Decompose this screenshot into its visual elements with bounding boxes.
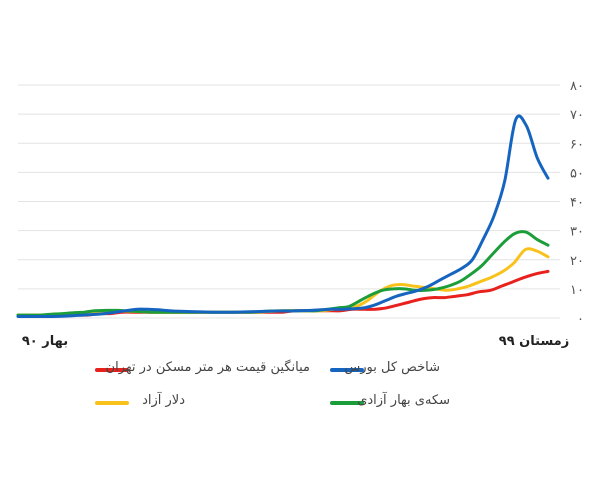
legend-swatch-housing (95, 368, 129, 372)
y-tick-label: ۷۰ (570, 108, 584, 123)
series-line-stock-index (16, 114, 550, 319)
y-tick-label: ۲۰ (570, 254, 584, 269)
x-tick-end: زمستان ۹۹ (499, 334, 569, 349)
legend-label-coin: سکه‌ی بهار آزادی (357, 393, 450, 408)
series-line-dollar (16, 247, 550, 317)
series-line-coin (16, 230, 550, 317)
y-tick-label: ۵۰ (570, 166, 584, 181)
series-line-housing (16, 269, 550, 317)
x-tick-start: بهار ۹۰ (22, 334, 68, 349)
y-tick-label: ۶۰ (570, 137, 584, 152)
y-tick-label: ۱۰ (570, 283, 584, 298)
legend-label-dollar: دلار آزاد (142, 393, 185, 408)
y-tick-label: ۸۰ (570, 79, 584, 94)
legend-swatch-dollar (95, 401, 129, 405)
legend-swatch-coin (330, 401, 364, 405)
gridlines (18, 84, 560, 319)
legend-label-stock-index: شاخص کل بورس (344, 360, 440, 375)
series-lines (16, 114, 550, 319)
y-tick-label: ۳۰ (570, 225, 584, 240)
y-tick-label: ۴۰ (570, 196, 584, 211)
y-tick-label: ۰ (577, 312, 584, 327)
legend-swatch-stock-index (330, 368, 364, 372)
y-axis-ticks: ۰ ۱۰ ۲۰ ۳۰ ۴۰ ۵۰ ۶۰ ۷۰ ۸۰ (570, 79, 584, 327)
legend-label-housing: میانگین قیمت هر متر مسکن در تهران (105, 360, 310, 375)
